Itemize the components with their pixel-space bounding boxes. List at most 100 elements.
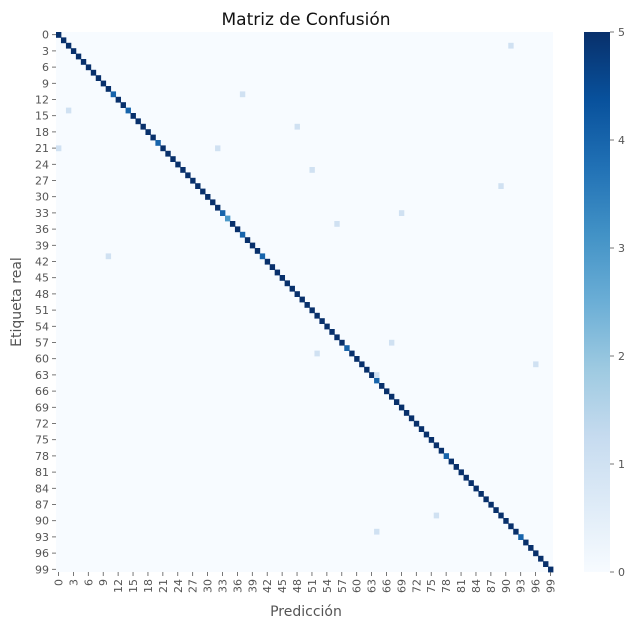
heatmap-cell [538,555,544,562]
heatmap-cell [105,86,112,92]
heatmap-cell [65,107,72,114]
heatmap-cell [473,485,479,492]
y-tick-label: 30 [35,191,49,204]
x-tick-label: 96 [530,579,543,593]
y-tick-label: 27 [35,175,49,188]
heatmap-cell [463,474,469,481]
y-tick-label: 24 [35,158,49,171]
heatmap-cell [155,140,161,146]
x-tick-label: 36 [231,579,244,593]
heatmap-cell [145,129,151,135]
heatmap-cell [259,253,266,260]
heatmap-cell [354,356,360,362]
x-tick-label: 42 [261,579,274,593]
heatmap-cell [215,204,221,211]
heatmap-cell [359,361,365,368]
x-tick-label: 63 [366,579,379,593]
x-tick-label: 3 [67,579,80,586]
heatmap-cell [498,183,504,189]
y-tick-label: 54 [35,320,49,333]
heatmap-cell [249,242,256,249]
x-tick-label: 33 [216,579,229,593]
heatmap-cell [413,420,420,427]
heatmap-cell [70,48,77,54]
y-tick-label: 87 [35,499,49,512]
heatmap-grid [56,32,554,573]
heatmap-cell [319,318,325,324]
colorbar-tick-label: 5 [618,26,625,39]
x-tick-label: 21 [157,579,170,593]
heatmap-cell [369,372,375,378]
y-tick-label: 93 [35,531,49,544]
heatmap-cell [185,172,191,179]
x-tick-label: 48 [291,579,304,593]
x-tick-label: 87 [485,579,498,593]
heatmap-cell [468,480,474,486]
heatmap-cell [239,231,246,238]
heatmap-cell [95,75,102,81]
y-tick-label: 36 [35,223,49,236]
y-tick-label: 21 [35,142,49,155]
heatmap-cell [498,512,504,519]
heatmap-cell [125,107,131,114]
y-tick-label: 45 [35,272,49,285]
heatmap-cell [528,545,534,551]
heatmap-cell [334,334,340,341]
heatmap-cell [100,80,107,87]
heatmap-cell [423,431,430,438]
y-tick-label: 18 [35,126,49,139]
x-tick-label: 6 [82,579,95,586]
heatmap-cell [60,37,67,44]
y-tick-label: 96 [35,547,49,560]
heatmap-cell [120,102,126,108]
heatmap-cell [105,253,112,260]
heatmap-cell [388,393,395,400]
heatmap-cell [160,145,166,152]
heatmap-cell [533,550,539,557]
y-tick-label: 15 [35,110,49,123]
heatmap-cell [314,312,320,319]
heatmap-cell [478,491,484,497]
heatmap-cell [180,167,186,173]
colorbar-tick-label: 1 [618,458,625,471]
heatmap-cell [453,464,459,470]
y-tick-label: 48 [35,288,49,301]
x-tick-label: 30 [202,579,215,593]
heatmap-cell [403,410,410,416]
y-tick-labels: 0369121518212427303336394245485154576063… [35,29,56,576]
heatmap-cell [294,291,300,297]
heatmap-cell [85,64,92,71]
heatmap-cell [548,566,554,573]
y-tick-label: 69 [35,401,49,414]
heatmap-cell [289,285,295,292]
heatmap-cell [438,447,445,454]
colorbar-tick-label: 0 [618,566,625,579]
heatmap-cell [483,496,489,503]
heatmap-cell [334,221,340,227]
y-tick-label: 0 [42,29,49,42]
y-tick-label: 72 [35,418,49,431]
heatmap-cell [398,404,405,411]
y-tick-label: 66 [35,385,49,398]
heatmap-cell [379,383,385,389]
heatmap-cell [190,177,196,184]
heatmap-cell [349,350,355,357]
y-tick-label: 99 [35,563,49,576]
x-tick-label: 99 [545,579,558,593]
x-tick-label: 24 [172,579,185,593]
x-tick-label: 60 [351,579,364,593]
heatmap-cell [210,199,216,206]
heatmap-cell [388,339,395,346]
x-tick-label: 81 [455,579,468,593]
heatmap-cell [229,221,236,227]
y-tick-label: 6 [42,61,49,74]
heatmap-cell [374,372,380,378]
heatmap-cell [448,458,454,465]
heatmap-cell [115,96,122,103]
heatmap-cell [130,113,136,119]
x-tick-label: 90 [500,579,513,593]
heatmap-cell [393,399,400,405]
x-tick-label: 15 [127,579,140,593]
heatmap-cell [508,523,514,530]
